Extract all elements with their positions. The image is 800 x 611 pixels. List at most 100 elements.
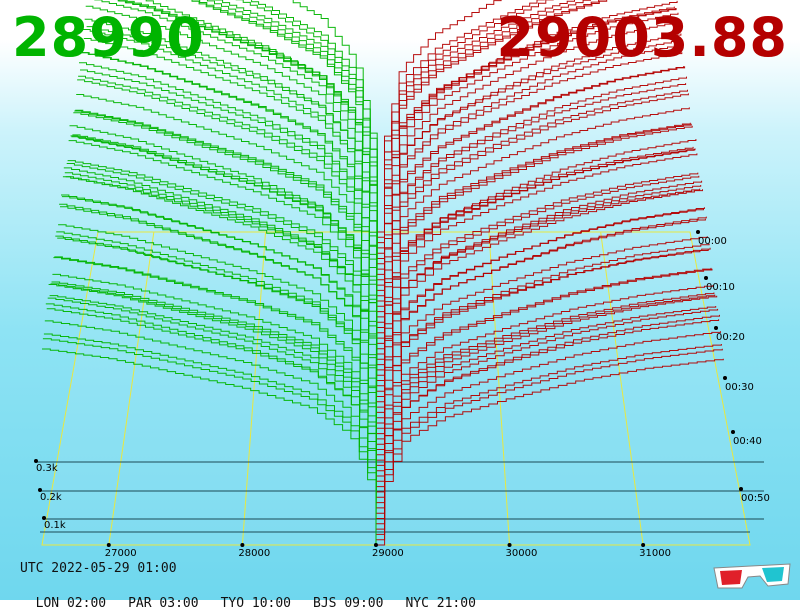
bid-depth-line <box>76 94 378 354</box>
ask-depth-line <box>377 20 681 302</box>
ask-depth-line <box>376 148 696 387</box>
bid-depth-line <box>45 303 377 524</box>
ask-depth-line <box>376 306 717 504</box>
time-tick-dot <box>731 430 735 434</box>
volume-tick-dot <box>38 488 42 492</box>
ask-depth-line <box>376 76 687 339</box>
ask-depth-line <box>376 268 713 482</box>
x-tick-dot <box>507 543 512 547</box>
bid-depth-line <box>85 5 378 301</box>
bid-depth-line <box>47 297 377 514</box>
bid-depth-line <box>191 0 378 264</box>
bid-depth-line <box>62 176 377 429</box>
time-tick-label: 00:10 <box>706 282 735 293</box>
x-tick-label: 29000 <box>372 548 404 559</box>
x-tick-label: 27000 <box>105 548 137 559</box>
x-tick-dot <box>373 543 378 547</box>
bid-depth-line <box>80 69 378 333</box>
ask-depth-line <box>376 175 700 408</box>
ask-depth-line <box>376 348 723 541</box>
bid-depth-line <box>94 0 378 291</box>
ask-depth-line <box>376 358 724 546</box>
x-gridline <box>488 231 511 546</box>
x-tick-label: 30000 <box>506 548 538 559</box>
bid-price: 28990 <box>12 6 205 69</box>
ask-price: 29003.88 <box>496 6 788 69</box>
timezone-clocks: LON 02:00 PAR 03:00 TYO 10:00 BJS 09:00 NYC … <box>20 581 498 611</box>
bid-depth-line <box>52 273 377 487</box>
ask-depth-line <box>376 33 682 307</box>
ask-depth-line <box>376 314 720 525</box>
ask-depth-line <box>377 0 502 238</box>
bid-depth-line <box>61 194 377 439</box>
time-tick-dot <box>723 376 727 380</box>
time-tick-dot <box>739 487 743 491</box>
bid-depth-line <box>58 224 377 455</box>
bid-depth-line <box>66 163 377 408</box>
bid-depth-line <box>63 167 377 423</box>
bid-depth-line <box>49 295 377 503</box>
ask-depth-line <box>376 216 707 450</box>
ask-depth-line <box>376 295 718 509</box>
ask-depth-line <box>376 139 697 392</box>
ask-depth-line <box>376 52 683 313</box>
bid-depth-line <box>59 203 377 450</box>
bid-depth-line <box>215 0 378 243</box>
volume-tick-dot <box>34 459 38 463</box>
ask-depth-line <box>376 43 684 318</box>
ask-depth-line <box>376 331 721 530</box>
ask-depth-line <box>376 247 711 472</box>
bid-depth-line <box>68 140 378 397</box>
ask-depth-line <box>377 0 678 286</box>
ask-depth-line <box>376 66 686 328</box>
bid-depth-line <box>43 333 377 535</box>
x-tick-dot <box>240 543 245 547</box>
bid-depth-line <box>235 0 378 248</box>
bid-depth-line <box>46 308 377 519</box>
ask-depth-line <box>376 294 716 498</box>
bid-depth-line <box>42 338 377 540</box>
ask-depth-line <box>376 285 714 488</box>
timezone-par: PAR 03:00 <box>128 596 199 611</box>
ask-depth-line <box>376 344 722 535</box>
bid-depth-line <box>48 284 377 508</box>
bid-depth-line <box>206 0 378 254</box>
x-tick-label: 28000 <box>238 548 270 559</box>
ask-depth-line <box>376 207 705 440</box>
x-gridline <box>108 231 155 546</box>
time-tick-label: 00:00 <box>698 236 727 247</box>
timezone-tyo: TYO 10:00 <box>220 596 292 611</box>
ask-depth-line <box>376 180 703 424</box>
bid-depth-line <box>55 235 377 471</box>
floor-outline <box>41 231 751 546</box>
bid-depth-line <box>67 160 377 402</box>
timezone-nyc: NYC 21:00 <box>405 596 476 611</box>
anaglyph-3d-glasses-icon[interactable] <box>712 560 792 592</box>
ask-depth-line <box>376 243 710 466</box>
bid-depth-line <box>64 172 377 418</box>
ask-depth-line <box>377 0 575 244</box>
timezone-lon: LON 02:00 <box>35 596 107 611</box>
bid-depth-line <box>82 29 378 317</box>
ask-depth-line <box>377 0 608 265</box>
bid-depth-line <box>53 257 377 482</box>
volume-tick-label: 0.1k <box>44 520 66 531</box>
bid-depth-line <box>83 38 378 312</box>
time-tick-dot <box>704 276 708 280</box>
volume-tick-label: 0.2k <box>40 492 62 503</box>
volume-tick-dot <box>42 516 46 520</box>
ask-depth-line <box>377 0 545 233</box>
time-tick-dot <box>714 326 718 330</box>
bid-depth-line <box>70 135 378 386</box>
bid-depth-line <box>44 320 377 530</box>
bid-depth-line <box>251 0 378 232</box>
bid-depth-line <box>79 62 378 339</box>
ask-depth-line <box>376 153 698 397</box>
ask-depth-line <box>376 308 719 514</box>
ask-depth-line <box>377 12 679 291</box>
bid-depth-line <box>80 52 378 328</box>
ask-depth-line <box>376 125 693 371</box>
time-tick-label: 00:20 <box>716 332 745 343</box>
ask-depth-line <box>376 93 689 350</box>
